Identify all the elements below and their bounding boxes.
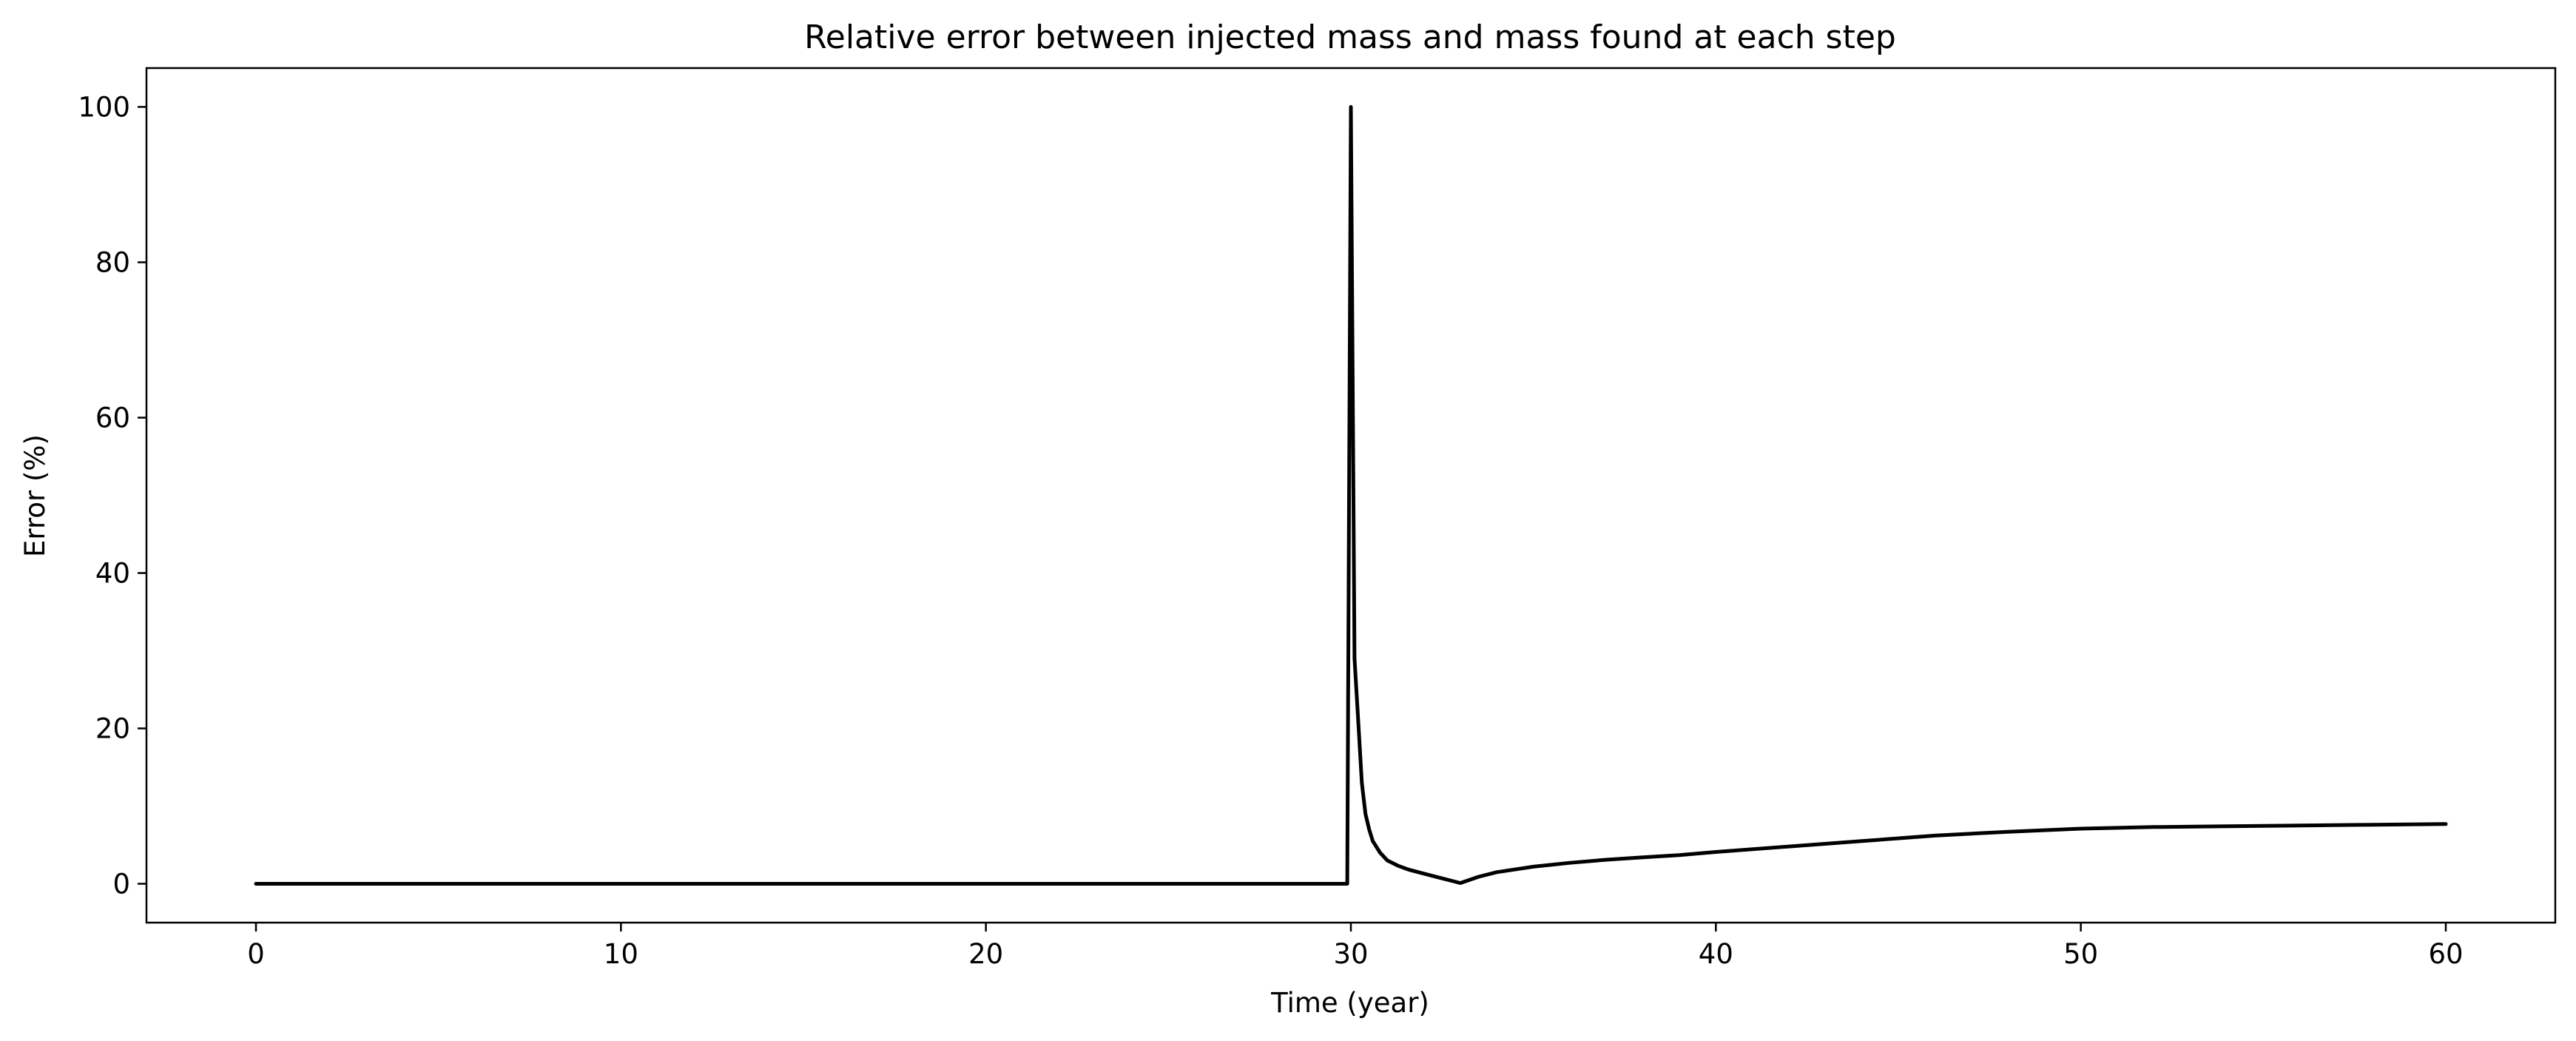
x-tick-label: 60 <box>2428 938 2463 970</box>
y-tick-label: 40 <box>95 558 130 590</box>
x-tick-label: 10 <box>604 938 638 970</box>
x-tick-label: 0 <box>247 938 265 970</box>
y-tick-label: 20 <box>95 713 130 745</box>
x-tick-label: 20 <box>968 938 1003 970</box>
y-tick-label: 0 <box>112 869 130 900</box>
y-axis-ticks: 0 20 40 60 80 100 <box>78 92 146 900</box>
x-tick-label: 50 <box>2063 938 2098 970</box>
chart-title: Relative error between injected mass and… <box>804 18 1896 56</box>
x-axis-ticks: 0 10 20 30 40 50 60 <box>247 923 2464 970</box>
y-tick-label: 60 <box>95 402 130 434</box>
y-tick-label: 100 <box>78 92 130 124</box>
series-line <box>254 105 2448 886</box>
x-axis-label: Time (year) <box>1270 987 1429 1019</box>
y-tick-label: 80 <box>95 247 130 279</box>
plot-frame <box>145 67 2557 924</box>
x-tick-label: 40 <box>1699 938 1733 970</box>
y-axis-label: Error (%) <box>19 434 51 557</box>
x-tick-label: 30 <box>1333 938 1368 970</box>
